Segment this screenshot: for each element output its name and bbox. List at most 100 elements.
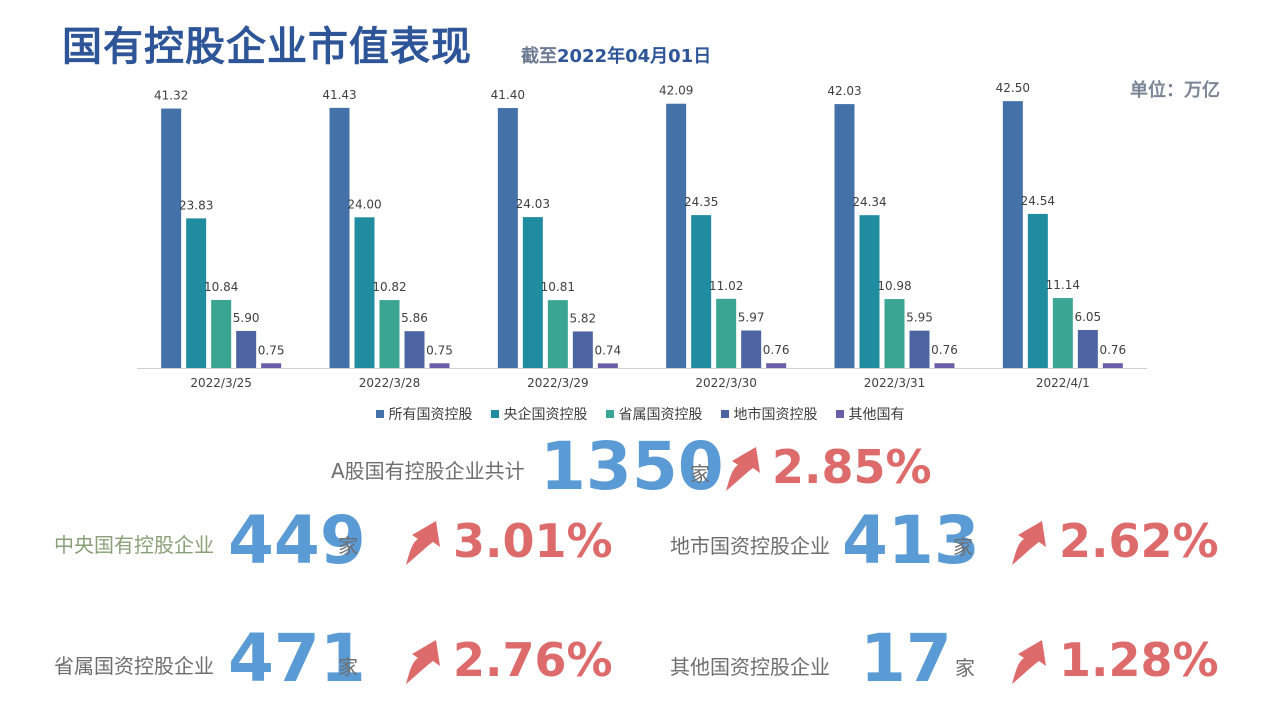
stat-municipal-pct: 2.62% bbox=[1059, 514, 1219, 568]
subtitle-date: 2022年04月01日 bbox=[557, 46, 712, 67]
data-label: 10.98 bbox=[877, 279, 911, 293]
bar bbox=[934, 363, 955, 368]
bar bbox=[236, 330, 257, 368]
bar bbox=[834, 104, 855, 368]
bar bbox=[329, 107, 350, 368]
stat-total-label: A股国有控股企业共计 bbox=[331, 459, 525, 483]
legend-swatch bbox=[490, 410, 499, 418]
stat-provincial-count: 471 bbox=[228, 620, 366, 697]
up-arrow-icon bbox=[406, 640, 440, 684]
bar bbox=[1102, 363, 1123, 368]
data-label: 0.76 bbox=[763, 343, 790, 357]
up-arrow-icon bbox=[726, 447, 760, 491]
x-tick-label: 2022/3/30 bbox=[695, 376, 757, 390]
legend-item: 所有国资控股 bbox=[375, 404, 473, 424]
legend-label: 地市国资控股 bbox=[733, 407, 818, 423]
data-label: 10.84 bbox=[204, 280, 238, 294]
x-tick-label: 2022/3/28 bbox=[359, 376, 421, 390]
bar bbox=[859, 215, 880, 368]
data-label: 41.43 bbox=[322, 88, 356, 102]
bar bbox=[1052, 298, 1073, 368]
legend-label: 其他国有 bbox=[848, 407, 905, 423]
legend-swatch bbox=[835, 410, 844, 418]
data-label: 10.81 bbox=[541, 280, 575, 294]
x-tick-label: 2022/3/31 bbox=[864, 376, 926, 390]
stat-central-pct: 3.01% bbox=[453, 514, 613, 568]
data-label: 24.34 bbox=[852, 195, 886, 209]
bar bbox=[666, 103, 687, 368]
legend-item: 央企国资控股 bbox=[490, 404, 588, 424]
legend-swatch bbox=[605, 410, 614, 418]
subtitle-prefix: 截至 bbox=[521, 46, 557, 67]
bar-chart: 41.32 23.83 10.84 5.90 0.75 2022/3/25 41.43 24.… bbox=[137, 81, 1147, 390]
bar bbox=[1077, 330, 1098, 368]
stat-municipal-label: 地市国资控股企业 bbox=[670, 534, 830, 558]
data-label: 41.40 bbox=[491, 88, 525, 102]
data-label: 0.74 bbox=[594, 343, 621, 357]
x-tick-label: 2022/3/25 bbox=[190, 376, 252, 390]
data-label: 0.76 bbox=[1099, 343, 1126, 357]
bar bbox=[597, 363, 618, 368]
stat-other-count: 17 bbox=[860, 620, 952, 697]
stat-other-pct: 1.28% bbox=[1059, 633, 1219, 687]
data-label: 42.09 bbox=[659, 84, 693, 98]
data-label: 41.32 bbox=[154, 89, 188, 103]
stat-provincial-unit: 家 bbox=[338, 655, 358, 679]
data-label: 5.90 bbox=[233, 311, 260, 325]
bar bbox=[909, 330, 930, 368]
stat-central-unit: 家 bbox=[338, 534, 358, 558]
bar bbox=[429, 363, 450, 368]
stat-total-unit: 家 bbox=[690, 462, 710, 486]
x-tick-label: 2022/4/1 bbox=[1036, 376, 1090, 390]
data-label: 24.54 bbox=[1021, 194, 1055, 208]
bar bbox=[741, 330, 762, 368]
chart-legend: 所有国资控股 央企国资控股 省属国资控股 地市国资控股 其他国有 bbox=[0, 404, 1280, 424]
data-label: 5.86 bbox=[401, 311, 428, 325]
bar bbox=[497, 108, 518, 368]
data-label: 23.83 bbox=[179, 198, 213, 212]
data-label: 0.76 bbox=[931, 343, 958, 357]
x-tick-label: 2022/3/29 bbox=[527, 376, 589, 390]
bar bbox=[186, 218, 207, 368]
bar bbox=[572, 331, 593, 368]
legend-label: 央企国资控股 bbox=[503, 407, 588, 423]
bar bbox=[379, 300, 400, 368]
bar bbox=[1027, 213, 1048, 368]
legend-label: 省属国资控股 bbox=[618, 407, 703, 423]
up-arrow-icon bbox=[1012, 640, 1046, 684]
bar bbox=[884, 299, 905, 368]
data-label: 0.75 bbox=[258, 343, 285, 357]
legend-swatch bbox=[720, 410, 729, 418]
stat-provincial-label: 省属国资控股企业 bbox=[54, 654, 214, 678]
stat-central-count: 449 bbox=[228, 502, 366, 579]
data-label: 5.97 bbox=[738, 311, 765, 325]
data-label: 11.02 bbox=[709, 279, 743, 293]
data-label: 0.75 bbox=[426, 343, 453, 357]
data-label: 5.95 bbox=[906, 311, 933, 325]
bar bbox=[766, 363, 787, 368]
data-label: 6.05 bbox=[1074, 310, 1101, 324]
data-label: 11.14 bbox=[1046, 278, 1080, 292]
up-arrow-icon bbox=[406, 521, 440, 565]
stat-total-pct: 2.85% bbox=[772, 440, 932, 494]
stat-other-unit: 家 bbox=[955, 656, 975, 680]
data-label: 5.82 bbox=[569, 311, 596, 325]
legend-item: 其他国有 bbox=[835, 404, 905, 424]
legend-swatch bbox=[375, 410, 384, 418]
data-label: 42.50 bbox=[996, 81, 1030, 95]
stat-central-label: 中央国有控股企业 bbox=[54, 533, 214, 557]
legend-label: 所有国资控股 bbox=[388, 407, 473, 423]
data-label: 24.03 bbox=[516, 197, 550, 211]
page-title: 国有控股企业市值表现 bbox=[62, 24, 472, 70]
bar bbox=[404, 331, 425, 368]
unit-label: 单位：万亿 bbox=[1130, 80, 1220, 101]
data-label: 42.03 bbox=[827, 84, 861, 98]
bar bbox=[1002, 101, 1023, 369]
stat-municipal-count: 413 bbox=[842, 502, 980, 579]
bar bbox=[547, 300, 568, 368]
stat-municipal-unit: 家 bbox=[953, 535, 973, 559]
bar bbox=[522, 217, 543, 368]
bar bbox=[261, 363, 282, 368]
stat-provincial-pct: 2.76% bbox=[453, 633, 613, 687]
data-label: 24.00 bbox=[347, 197, 381, 211]
